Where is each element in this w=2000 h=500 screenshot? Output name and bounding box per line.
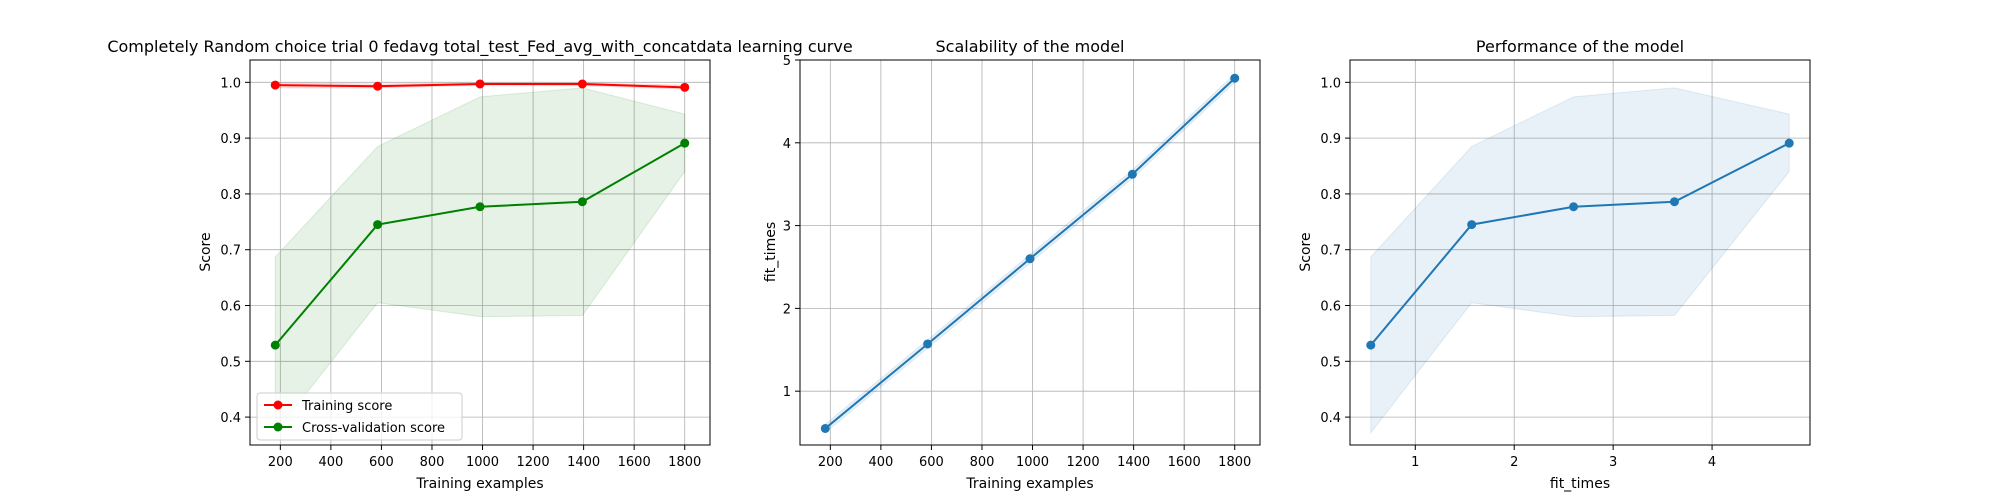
y-tick-label: 0.6: [1320, 300, 1341, 315]
data-point: [577, 197, 587, 207]
x-tick-label: 1200: [1067, 455, 1100, 470]
x-tick-label: 600: [369, 455, 394, 470]
learning-curve-panel: 200 400 600 800 1000 1200 1400 1600 18000.40.50.…: [107, 37, 852, 492]
scalability-panel: 200 400 600 800 1000 1200 1400 1600 1800 1 2 3 4 5 Sc…: [763, 37, 1261, 492]
confidence-band: [1370, 87, 1790, 435]
y-tick-label: 1.0: [220, 76, 241, 91]
data-point: [1669, 197, 1679, 207]
legend: Training score Cross-validation score: [256, 392, 463, 441]
plot-area: 1 2 3 4 0.4 0.5 0.6 0.7 0.8 0.9 1.0: [1320, 59, 1811, 470]
x-tick-label: 1800: [668, 455, 701, 470]
y-axis-label: fit_times: [763, 222, 779, 282]
x-tick-label: 1600: [618, 455, 651, 470]
data-point: [1127, 169, 1137, 179]
data-point: [475, 202, 485, 212]
legend-cv-marker: [273, 422, 283, 432]
x-tick-label: 1800: [1218, 455, 1251, 470]
legend-cv-label: Cross-validation score: [302, 421, 445, 436]
x-tick-label: 1400: [567, 455, 600, 470]
data-point: [680, 82, 690, 92]
x-tick-label: 1600: [1168, 455, 1201, 470]
y-tick-label: 0.8: [1320, 188, 1341, 203]
x-tick-label: 1000: [1016, 455, 1049, 470]
confidence-band: [274, 87, 686, 435]
x-tick-label: 1000: [466, 455, 499, 470]
x-axis-label: Training examples: [965, 476, 1093, 492]
plot-area: 200 400 600 800 1000 1200 1400 1600 1800 1 2 3 4 5: [783, 54, 1261, 470]
y-tick-label: 1.0: [1320, 76, 1341, 91]
x-tick-label: 4: [1708, 455, 1716, 470]
data-point: [1784, 138, 1794, 148]
data-point: [270, 80, 280, 90]
y-tick-label: 5: [783, 54, 791, 69]
legend-training-marker: [273, 400, 283, 410]
x-tick-label: 1200: [517, 455, 550, 470]
x-tick-label: 400: [318, 455, 343, 470]
y-tick-label: 0.4: [1320, 411, 1341, 426]
x-axis-label: Training examples: [415, 476, 543, 492]
performance-panel: 1 2 3 4 0.4 0.5 0.6 0.7 0.8 0.9 1.0 Performance of…: [1298, 37, 1811, 492]
y-tick-label: 0.4: [220, 411, 241, 426]
data-point: [577, 79, 587, 89]
legend-box: [256, 392, 463, 441]
x-tick-label: 800: [970, 455, 995, 470]
x-tick-label: 3: [1609, 455, 1617, 470]
chart-title: Performance of the model: [1476, 37, 1684, 56]
data-point: [373, 220, 383, 230]
x-tick-label: 800: [420, 455, 445, 470]
y-tick-label: 0.9: [1320, 132, 1341, 147]
y-tick-label: 0.9: [220, 132, 241, 147]
y-tick-label: 1: [783, 385, 791, 400]
x-tick-label: 600: [919, 455, 944, 470]
x-tick-label: 400: [868, 455, 893, 470]
axes-frame: [1349, 59, 1811, 446]
x-tick-label: 1400: [1117, 455, 1150, 470]
y-tick-label: 4: [783, 137, 791, 152]
y-tick-label: 2: [783, 302, 791, 317]
data-point: [1230, 73, 1240, 83]
data-point: [1366, 340, 1376, 350]
x-axis-label: fit_times: [1550, 476, 1610, 492]
y-tick-label: 0.5: [220, 355, 241, 370]
data-point: [1569, 202, 1579, 212]
plot-area: 200 400 600 800 1000 1200 1400 1600 1800 0.4 0.5 0.…: [220, 59, 711, 470]
chart-title: Scalability of the model: [936, 37, 1125, 56]
y-tick-label: 3: [783, 220, 791, 235]
y-tick-label: 0.7: [220, 244, 241, 259]
y-axis-label: Score: [198, 232, 214, 271]
data-point: [1467, 220, 1477, 230]
legend-training-label: Training score: [301, 399, 392, 414]
y-tick-label: 0.8: [220, 188, 241, 203]
chart-title: Completely Random choice trial 0 fedavg …: [107, 37, 852, 57]
data-point: [475, 79, 485, 89]
x-tick-label: 200: [268, 455, 293, 470]
axes-frame: [249, 59, 711, 446]
data-point: [923, 339, 933, 349]
x-tick-label: 1: [1411, 455, 1419, 470]
y-tick-label: 0.5: [1320, 355, 1341, 370]
y-axis-label: Score: [1298, 232, 1314, 271]
data-point: [373, 81, 383, 91]
x-tick-label: 200: [818, 455, 843, 470]
x-tick-label: 2: [1510, 455, 1518, 470]
data-point: [680, 138, 690, 148]
y-tick-label: 0.6: [220, 300, 241, 315]
y-tick-label: 0.7: [1320, 244, 1341, 259]
data-point: [270, 340, 280, 350]
data-point: [820, 423, 830, 433]
axes-frame: [799, 59, 1261, 446]
data-point: [1025, 254, 1035, 264]
